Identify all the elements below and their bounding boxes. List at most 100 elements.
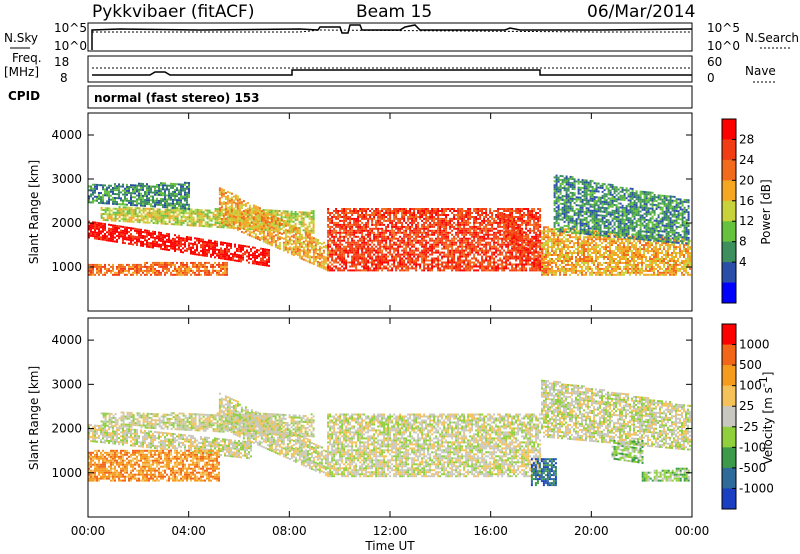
range-cell xyxy=(192,250,194,253)
range-cell xyxy=(361,261,364,264)
range-cell xyxy=(431,267,434,270)
range-cell xyxy=(359,229,362,232)
range-cell xyxy=(108,227,110,230)
range-cell xyxy=(415,233,418,236)
range-cell xyxy=(174,197,176,199)
range-cell xyxy=(284,222,287,225)
range-cell xyxy=(284,234,287,237)
range-cell xyxy=(204,254,206,257)
range-cell xyxy=(487,229,490,232)
range-cell xyxy=(411,225,414,228)
range-cell xyxy=(250,250,252,253)
range-cell xyxy=(357,225,360,228)
range-cell xyxy=(170,215,173,218)
range-cell xyxy=(310,246,313,249)
range-cell xyxy=(333,214,336,216)
range-cell xyxy=(363,239,366,242)
range-cell xyxy=(204,267,206,270)
range-cell xyxy=(192,210,195,213)
range-cell xyxy=(158,216,161,219)
range-cell xyxy=(240,222,243,225)
range-cell xyxy=(363,208,366,210)
range-cell xyxy=(312,255,315,258)
range-cell xyxy=(431,229,434,232)
range-cell xyxy=(144,231,146,234)
range-cell xyxy=(353,243,356,246)
range-cell xyxy=(421,243,424,246)
range-cell xyxy=(162,214,165,217)
range-cell xyxy=(228,197,231,200)
range-cell xyxy=(258,207,261,210)
range-cell xyxy=(124,199,126,202)
range-cell xyxy=(206,255,208,257)
range-cell xyxy=(90,269,92,272)
range-cell xyxy=(156,203,158,206)
range-cell xyxy=(339,267,342,270)
range-cell xyxy=(353,249,356,252)
range-cell xyxy=(96,263,98,266)
range-cell xyxy=(423,263,426,266)
range-cell xyxy=(176,217,179,220)
range-cell xyxy=(274,223,277,226)
range-cell xyxy=(232,227,235,230)
range-cell xyxy=(479,253,482,256)
range-cell xyxy=(417,233,420,236)
range-cell xyxy=(359,208,362,210)
range-cell xyxy=(130,218,133,221)
range-cell xyxy=(252,208,255,211)
range-cell xyxy=(359,231,362,234)
range-cell xyxy=(182,271,184,274)
range-cell xyxy=(252,262,254,265)
range-cell xyxy=(208,241,210,244)
range-cell xyxy=(260,247,262,250)
range-cell xyxy=(461,251,464,254)
range-cell xyxy=(465,253,468,256)
range-cell xyxy=(403,261,406,264)
range-cell xyxy=(381,249,384,252)
range-cell xyxy=(254,205,257,208)
range-cell xyxy=(294,239,297,242)
range-cell xyxy=(461,269,464,272)
range-cell xyxy=(439,259,442,262)
range-cell xyxy=(314,260,317,262)
range-cell xyxy=(337,253,340,256)
range-cell xyxy=(102,194,104,197)
range-cell xyxy=(457,233,460,236)
range-cell xyxy=(228,209,231,212)
range-cell xyxy=(162,240,164,243)
range-cell xyxy=(214,217,217,220)
range-cell xyxy=(222,249,224,252)
range-cell xyxy=(449,221,452,224)
range-cell xyxy=(184,220,187,222)
range-cell xyxy=(102,236,104,239)
range-cell xyxy=(413,261,416,264)
range-cell xyxy=(479,223,482,226)
range-cell xyxy=(260,231,263,234)
range-cell xyxy=(481,212,484,214)
range-cell xyxy=(220,212,223,214)
range-cell xyxy=(156,208,159,211)
range-cell xyxy=(417,241,420,244)
range-cell xyxy=(377,227,380,230)
range-cell xyxy=(461,219,464,222)
range-cell xyxy=(90,224,92,227)
range-cell xyxy=(90,234,92,237)
range-cell xyxy=(306,246,309,249)
range-cell xyxy=(156,210,159,213)
range-cell xyxy=(302,223,305,226)
range-cell xyxy=(200,244,202,247)
range-cell xyxy=(413,212,416,214)
range-cell xyxy=(487,223,490,226)
range-cell xyxy=(485,231,488,234)
range-cell xyxy=(284,214,287,217)
range-cell xyxy=(266,218,269,221)
range-cell xyxy=(148,209,151,212)
range-cell xyxy=(359,253,362,256)
range-cell xyxy=(216,263,218,266)
range-cell xyxy=(463,251,466,254)
range-cell xyxy=(457,267,460,270)
range-cell xyxy=(304,213,307,216)
range-cell xyxy=(114,224,116,227)
range-cell xyxy=(122,231,124,234)
range-cell xyxy=(312,212,315,215)
